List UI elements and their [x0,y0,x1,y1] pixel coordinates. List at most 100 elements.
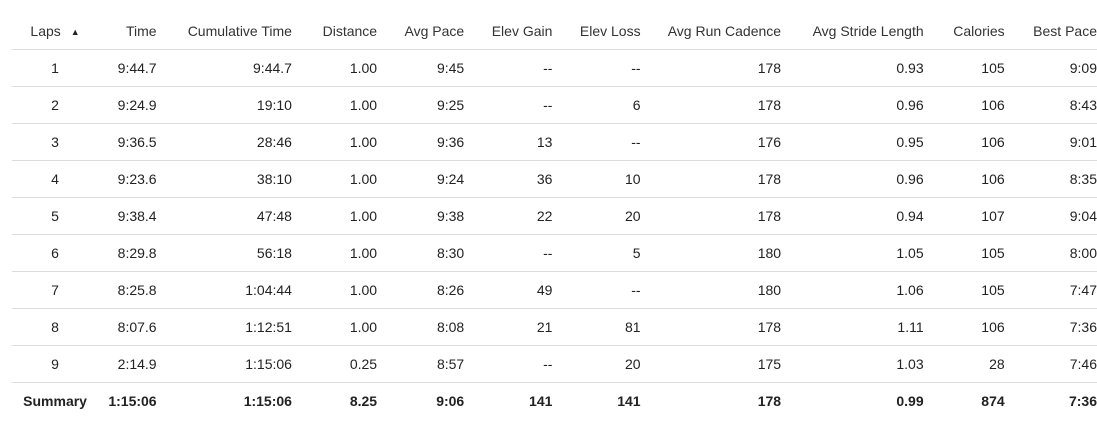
cell-lap: 9 [12,345,99,383]
cell-elev-loss: 10 [552,160,641,198]
table-row: 1 9:44.7 9:44.7 1.00 9:45 -- -- 178 0.93 105 9:09 [12,49,1097,87]
cell-avg-run-cadence: 178 [640,49,782,87]
cell-distance: 1.00 [291,160,378,198]
column-header-calories[interactable]: Calories [953,22,1005,39]
table-row: 3 9:36.5 28:46 1.00 9:36 13 -- 176 0.95 106 9:01 [12,123,1097,161]
column-header-laps[interactable]: Laps ▲ [12,12,98,50]
cell-avg-pace: 8:26 [377,271,465,309]
cell-calories: 105 [923,49,1005,87]
cell-best-pace: 8:43 [1004,86,1097,124]
summary-cell-avg-run-cadence: 178 [640,382,782,419]
column-label-laps: Laps [30,22,61,39]
cell-cumulative-time: 56:18 [156,234,292,272]
cell-lap: 6 [12,234,99,272]
cell-lap: 7 [12,271,99,309]
cell-cumulative-time: 1:04:44 [156,271,292,309]
column-header-avg-stride-length[interactable]: Avg Stride Length [812,22,924,39]
cell-avg-run-cadence: 176 [640,123,782,161]
cell-best-pace: 9:04 [1004,197,1097,235]
summary-cell-cumulative-time: 1:15:06 [156,382,292,419]
cell-distance: 0.25 [291,345,378,383]
cell-lap: 5 [12,197,99,235]
table-body: 1 9:44.7 9:44.7 1.00 9:45 -- -- 178 0.93 105 9:09 2… [12,49,1097,419]
cell-avg-run-cadence: 180 [640,271,782,309]
cell-elev-loss: 81 [552,308,641,346]
cell-calories: 106 [923,160,1005,198]
summary-cell-elev-gain: 141 [464,382,553,419]
cell-elev-gain: 21 [464,308,553,346]
cell-time: 9:23.6 [98,160,157,198]
cell-time: 9:36.5 [98,123,157,161]
cell-lap: 4 [12,160,99,198]
cell-calories: 105 [923,271,1005,309]
cell-calories: 106 [923,308,1005,346]
table-header-row: Laps ▲ Time Cumulative Time Distance Avg … [12,12,1097,50]
column-header-elev-gain[interactable]: Elev Gain [491,22,553,39]
cell-distance: 1.00 [291,123,378,161]
table-row: 2 9:24.9 19:10 1.00 9:25 -- 6 178 0.96 106 8:43 [12,86,1097,124]
cell-cumulative-time: 47:48 [156,197,292,235]
summary-cell-best-pace: 7:36 [1004,382,1097,419]
column-header-avg-pace[interactable]: Avg Pace [404,22,465,39]
column-header-elev-loss[interactable]: Elev Loss [579,22,641,39]
cell-elev-loss: 6 [552,86,641,124]
cell-distance: 1.00 [291,271,378,309]
table-row: 7 8:25.8 1:04:44 1.00 8:26 49 -- 180 1.06 105 7:47 [12,271,1097,309]
sort-ascending-icon: ▲ [70,26,80,37]
cell-avg-stride-length: 0.96 [781,160,924,198]
cell-cumulative-time: 19:10 [156,86,292,124]
cell-avg-stride-length: 0.96 [781,86,924,124]
cell-elev-gain: 22 [464,197,553,235]
cell-time: 2:14.9 [98,345,157,383]
column-header-distance[interactable]: Distance [322,22,378,39]
cell-avg-run-cadence: 178 [640,160,782,198]
cell-time: 9:24.9 [98,86,157,124]
summary-cell-avg-stride-length: 0.99 [781,382,924,419]
cell-distance: 1.00 [291,308,378,346]
column-header-best-pace[interactable]: Best Pace [1033,22,1097,39]
cell-calories: 106 [923,86,1005,124]
cell-cumulative-time: 28:46 [156,123,292,161]
cell-distance: 1.00 [291,197,378,235]
cell-elev-gain: -- [464,234,553,272]
cell-calories: 107 [923,197,1005,235]
cell-avg-pace: 9:24 [377,160,465,198]
cell-elev-loss: -- [552,271,641,309]
cell-cumulative-time: 1:15:06 [156,345,292,383]
cell-cumulative-time: 1:12:51 [156,308,292,346]
table-row: 9 2:14.9 1:15:06 0.25 8:57 -- 20 175 1.03 28 7:46 [12,345,1097,383]
cell-best-pace: 9:09 [1004,49,1097,87]
cell-avg-run-cadence: 178 [640,308,782,346]
cell-avg-stride-length: 0.95 [781,123,924,161]
cell-elev-gain: 36 [464,160,553,198]
summary-row: Summary 1:15:06 1:15:06 8.25 9:06 141 141 178 0.… [12,382,1097,419]
table-row: 5 9:38.4 47:48 1.00 9:38 22 20 178 0.94 107 9:04 [12,197,1097,235]
column-header-avg-run-cadence[interactable]: Avg Run Cadence [667,22,782,39]
cell-best-pace: 9:01 [1004,123,1097,161]
cell-elev-gain: -- [464,345,553,383]
table-row: 6 8:29.8 56:18 1.00 8:30 -- 5 180 1.05 105 8:00 [12,234,1097,272]
cell-time: 8:29.8 [98,234,157,272]
cell-avg-stride-length: 1.11 [781,308,924,346]
cell-avg-pace: 9:38 [377,197,465,235]
column-header-cumulative-time[interactable]: Cumulative Time [187,22,292,39]
laps-table: Laps ▲ Time Cumulative Time Distance Avg … [12,12,1097,419]
cell-distance: 1.00 [291,49,378,87]
table-row: 4 9:23.6 38:10 1.00 9:24 36 10 178 0.96 106 8:35 [12,160,1097,198]
summary-cell-distance: 8.25 [291,382,378,419]
cell-avg-run-cadence: 180 [640,234,782,272]
cell-avg-stride-length: 0.94 [781,197,924,235]
cell-time: 8:25.8 [98,271,157,309]
cell-cumulative-time: 9:44.7 [156,49,292,87]
cell-avg-stride-length: 1.06 [781,271,924,309]
cell-best-pace: 7:46 [1004,345,1097,383]
cell-best-pace: 8:35 [1004,160,1097,198]
cell-best-pace: 7:47 [1004,271,1097,309]
cell-elev-gain: 49 [464,271,553,309]
column-header-time[interactable]: Time [126,22,157,39]
cell-avg-stride-length: 0.93 [781,49,924,87]
cell-avg-stride-length: 1.05 [781,234,924,272]
summary-cell-calories: 874 [923,382,1005,419]
cell-calories: 28 [923,345,1005,383]
summary-cell-avg-pace: 9:06 [377,382,465,419]
